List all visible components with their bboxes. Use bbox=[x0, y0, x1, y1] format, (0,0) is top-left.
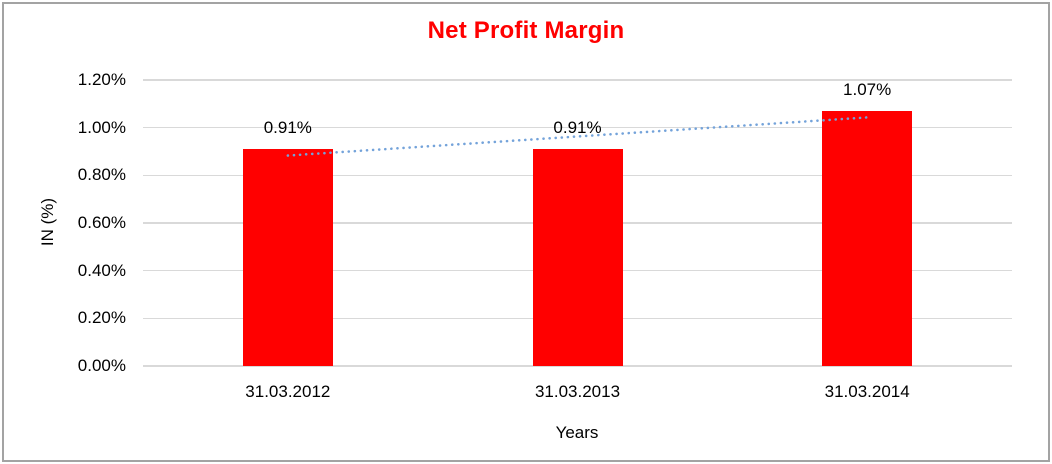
bar bbox=[822, 110, 913, 366]
gridline bbox=[143, 365, 1012, 367]
y-tick-label: 0.20% bbox=[77, 308, 126, 328]
y-tick-label: 0.80% bbox=[77, 165, 126, 185]
x-axis-title: Years bbox=[555, 423, 599, 442]
gridline bbox=[143, 79, 1012, 81]
bar bbox=[242, 149, 333, 366]
y-tick-label: 0.60% bbox=[77, 213, 126, 232]
data-label: 0.91% bbox=[553, 118, 602, 138]
y-tick-label: 0.40% bbox=[77, 260, 126, 280]
x-tick-label: 31.03.2012 bbox=[245, 382, 331, 401]
chart-title: Net Profit Margin bbox=[427, 17, 625, 44]
bar bbox=[532, 149, 623, 366]
data-label: 0.91% bbox=[263, 118, 312, 138]
x-tick-label: 31.03.2014 bbox=[824, 382, 910, 401]
data-label: 1.07% bbox=[843, 79, 892, 99]
y-tick-label: 1.00% bbox=[77, 117, 126, 137]
x-tick-label: 31.03.2013 bbox=[534, 382, 621, 401]
y-tick-label: 1.20% bbox=[77, 70, 126, 89]
y-tick-label: 0.00% bbox=[77, 356, 126, 375]
